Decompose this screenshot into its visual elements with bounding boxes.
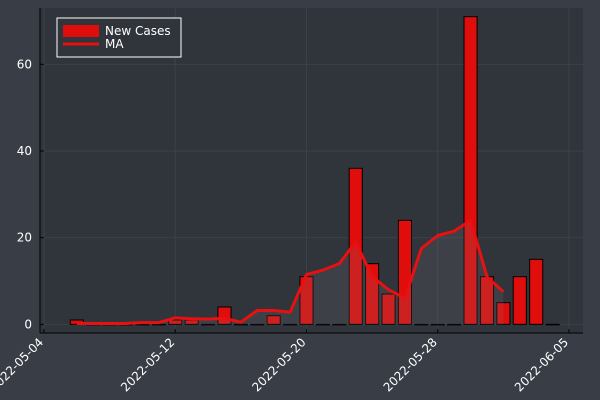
bar bbox=[414, 323, 429, 326]
x-tick-label: 2022-05-12 bbox=[118, 335, 177, 394]
y-tick-label: 40 bbox=[17, 144, 32, 158]
bar bbox=[529, 258, 544, 325]
x-tick-label: 2022-05-04 bbox=[0, 335, 46, 394]
y-tick-label: 20 bbox=[17, 231, 32, 245]
legend-label: MA bbox=[105, 37, 124, 51]
bar bbox=[151, 323, 166, 326]
x-tick-label: 2022-06-05 bbox=[512, 335, 571, 394]
bar bbox=[545, 323, 560, 326]
bar bbox=[250, 323, 265, 326]
bar bbox=[397, 219, 412, 325]
x-tick-label: 2022-05-20 bbox=[249, 335, 308, 394]
bar bbox=[135, 323, 150, 326]
bar bbox=[496, 302, 511, 325]
y-tick-label: 60 bbox=[17, 57, 32, 71]
bar bbox=[348, 167, 363, 325]
marks bbox=[69, 16, 560, 326]
bar bbox=[168, 319, 183, 325]
line bbox=[76, 218, 505, 325]
bar bbox=[512, 276, 527, 325]
bar bbox=[381, 293, 396, 325]
bar bbox=[233, 323, 248, 326]
legend-label: New Cases bbox=[105, 24, 171, 38]
y-tick-label: 0 bbox=[24, 317, 32, 331]
bar bbox=[315, 323, 330, 326]
bar bbox=[266, 315, 281, 325]
line-area bbox=[76, 220, 504, 325]
bar bbox=[430, 323, 445, 326]
x-tick-label: 2022-05-28 bbox=[381, 335, 440, 394]
legend-swatch bbox=[63, 25, 99, 37]
bar bbox=[283, 323, 298, 326]
bar bbox=[332, 323, 347, 326]
bar bbox=[201, 323, 216, 326]
legend-box bbox=[56, 17, 182, 58]
bar bbox=[463, 16, 478, 325]
bar bbox=[447, 323, 462, 326]
